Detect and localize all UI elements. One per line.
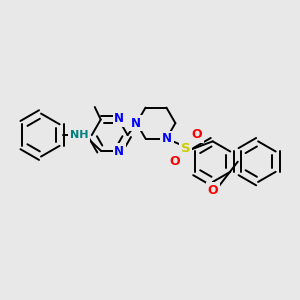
Text: N: N xyxy=(162,132,172,145)
Text: N: N xyxy=(114,145,124,158)
Text: NH: NH xyxy=(70,130,88,140)
Text: O: O xyxy=(192,128,202,141)
Text: N: N xyxy=(131,117,141,130)
Text: N: N xyxy=(114,112,124,125)
Text: O: O xyxy=(207,184,218,197)
Text: S: S xyxy=(181,142,190,155)
Text: O: O xyxy=(169,155,180,168)
